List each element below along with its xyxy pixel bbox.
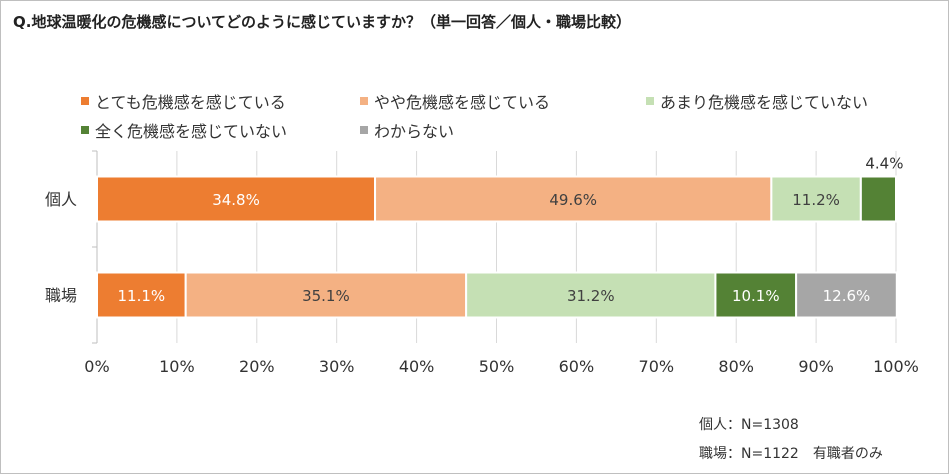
data-label: 31.2%: [567, 287, 615, 305]
x-tick-label: 20%: [239, 357, 275, 376]
data-label: 12.6%: [823, 287, 871, 305]
legend-label: とても危機感を感じている: [95, 93, 286, 112]
data-label: 4.4%: [865, 155, 903, 173]
legend-swatch: [81, 97, 89, 105]
bar-segment: [795, 271, 898, 319]
bar-segment: [465, 271, 717, 319]
x-tick-label: 10%: [159, 357, 195, 376]
x-tick-label: 80%: [718, 357, 754, 376]
legend-label: あまり危機感を感じていない: [660, 93, 869, 112]
x-tick-label: 90%: [798, 357, 834, 376]
sample-size-workplace: 職場：N=1122 有職者のみ: [699, 446, 883, 462]
x-tick-label: 70%: [639, 357, 675, 376]
data-label: 10.1%: [732, 287, 780, 305]
legend-item-not-concerned: 全く危機感を感じていない: [81, 118, 287, 142]
legend-label: わからない: [374, 122, 455, 141]
legend-label: やや危機感を感じている: [374, 93, 551, 112]
legend-swatch: [646, 97, 654, 105]
bar-segment: [96, 175, 377, 223]
bar-segment: [714, 271, 798, 319]
legend-label: 全く危機感を感じていない: [95, 122, 288, 141]
legend-swatch: [360, 126, 368, 134]
legend-item-very-concerned: とても危機感を感じている: [81, 89, 286, 113]
legend-swatch: [360, 97, 368, 105]
x-tick-label: 100%: [873, 357, 919, 376]
chart-title: Q.地球温暖化の危機感についてどのように感じていますか？（単一回答／個人・職場比…: [13, 13, 632, 31]
legend-swatch: [81, 126, 89, 134]
x-tick-label: 60%: [559, 357, 595, 376]
x-tick-label: 40%: [399, 357, 435, 376]
bar-segment: [184, 271, 468, 319]
x-tick-label: 30%: [319, 357, 355, 376]
bar-segment: [859, 175, 897, 223]
data-label: 11.1%: [118, 287, 166, 305]
data-label: 35.1%: [302, 287, 350, 305]
x-tick-label: 50%: [479, 357, 515, 376]
data-label: 49.6%: [549, 191, 597, 209]
legend-item-dont-know: わからない: [360, 118, 454, 142]
sample-size-individual: 個人：N=1308: [699, 417, 799, 433]
legend-item-not-very-concerned: あまり危機感を感じていない: [646, 89, 868, 113]
category-label: 職場: [45, 286, 77, 305]
data-label: 34.8%: [212, 191, 260, 209]
data-label: 11.2%: [792, 191, 840, 209]
category-label: 個人: [45, 190, 77, 209]
legend-item-somewhat-concerned: やや危機感を感じている: [360, 89, 550, 113]
x-tick-label: 0%: [84, 357, 109, 376]
